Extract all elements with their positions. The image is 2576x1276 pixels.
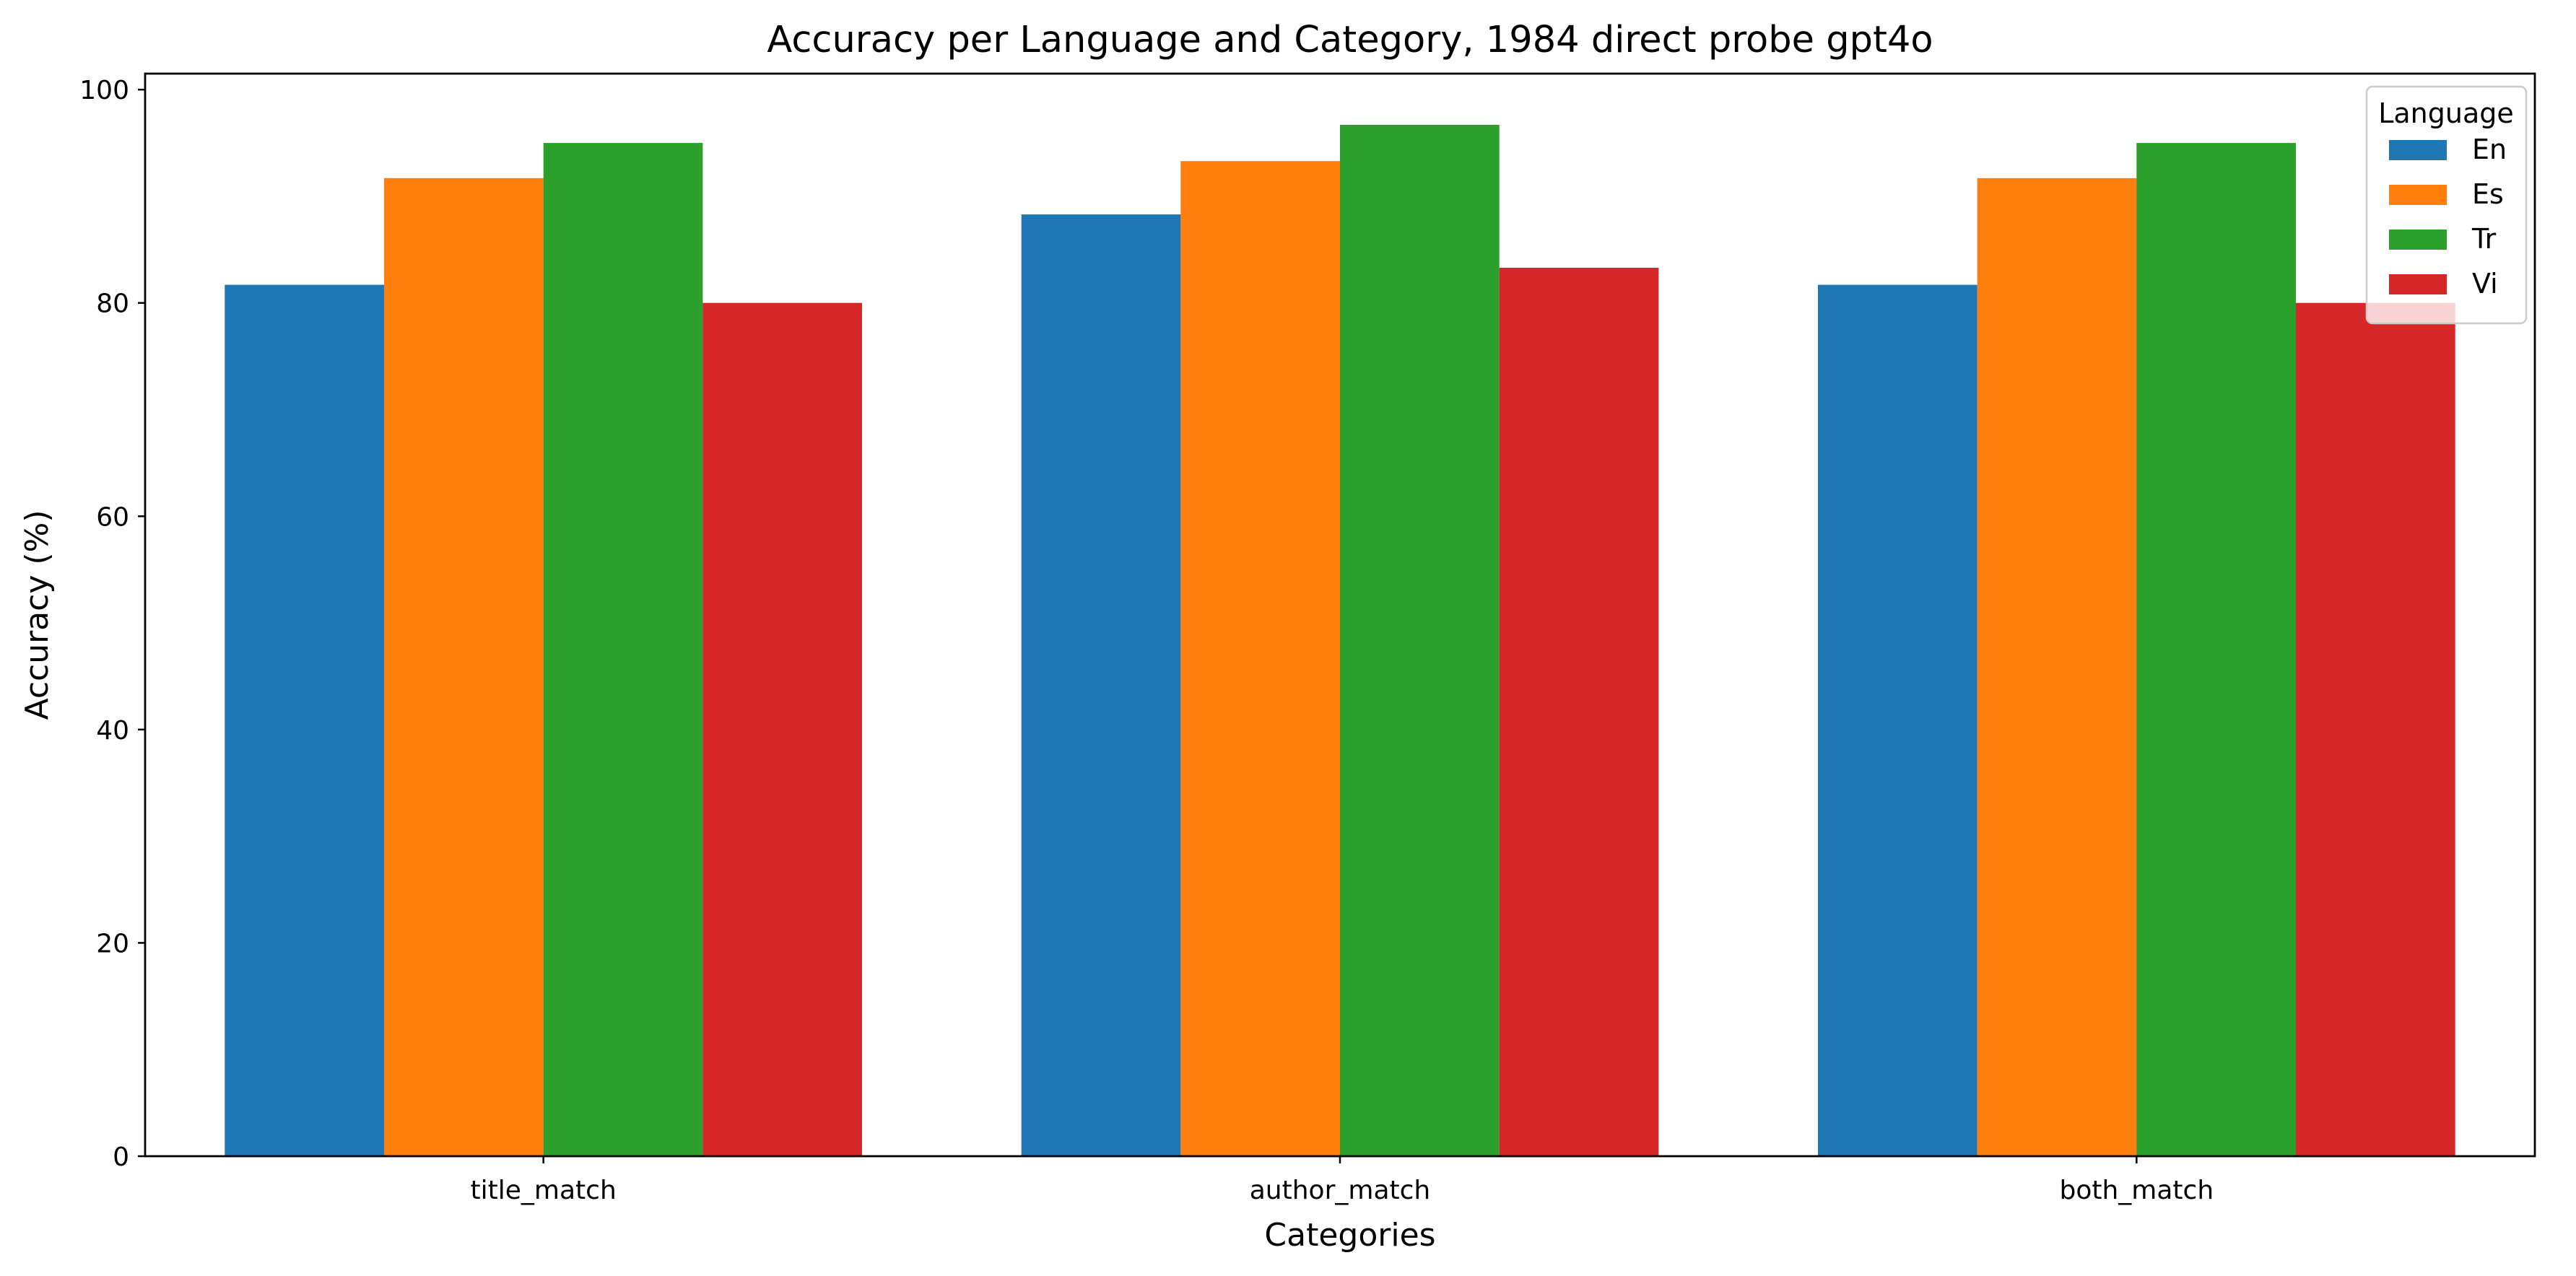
bars-group <box>225 124 2455 1157</box>
bar-vi-author_match <box>1499 268 1659 1156</box>
y-tick-label: 100 <box>79 76 129 105</box>
bar-es-title_match <box>384 178 544 1156</box>
y-tick-label: 60 <box>96 502 129 532</box>
x-tick-label: author_match <box>1250 1176 1431 1205</box>
legend-swatch-en <box>2389 140 2447 160</box>
bar-tr-author_match <box>1340 124 1500 1156</box>
legend-swatch-es <box>2389 185 2447 205</box>
x-axis-label: Categories <box>1264 1217 1435 1254</box>
legend-swatch-vi <box>2389 274 2447 294</box>
bar-es-author_match <box>1180 161 1340 1157</box>
y-tick-label: 20 <box>96 929 129 958</box>
x-tick-label: title_match <box>471 1176 617 1205</box>
legend-label-tr: Tr <box>2471 223 2497 255</box>
legend-label-vi: Vi <box>2472 268 2498 300</box>
legend-swatch-tr <box>2389 230 2447 250</box>
y-tick-label: 80 <box>96 289 129 319</box>
plot-frame <box>144 72 2536 1158</box>
legend-label-en: En <box>2472 134 2507 165</box>
chart-title: Accuracy per Language and Category, 1984… <box>767 19 1933 61</box>
legend: Language En Es Tr Vi <box>2365 85 2528 325</box>
bar-en-both_match <box>1818 284 1977 1157</box>
x-axis: title_match author_match both_match <box>471 1156 2214 1205</box>
bar-es-both_match <box>1977 178 2137 1156</box>
bar-en-title_match <box>225 284 384 1157</box>
bar-vi-title_match <box>702 302 862 1157</box>
legend-title: Language <box>2378 97 2514 129</box>
y-axis: 0 20 40 60 80 100 <box>79 76 145 1172</box>
y-tick-label: 0 <box>113 1142 129 1172</box>
bar-tr-both_match <box>2136 143 2296 1157</box>
bar-tr-title_match <box>543 143 703 1157</box>
bar-en-author_match <box>1021 214 1181 1157</box>
y-tick-label: 40 <box>96 716 129 746</box>
y-axis-label: Accuracy (%) <box>19 510 56 720</box>
legend-label-es: Es <box>2472 178 2504 210</box>
bar-vi-both_match <box>2296 302 2455 1157</box>
x-tick-label: both_match <box>2059 1176 2214 1205</box>
